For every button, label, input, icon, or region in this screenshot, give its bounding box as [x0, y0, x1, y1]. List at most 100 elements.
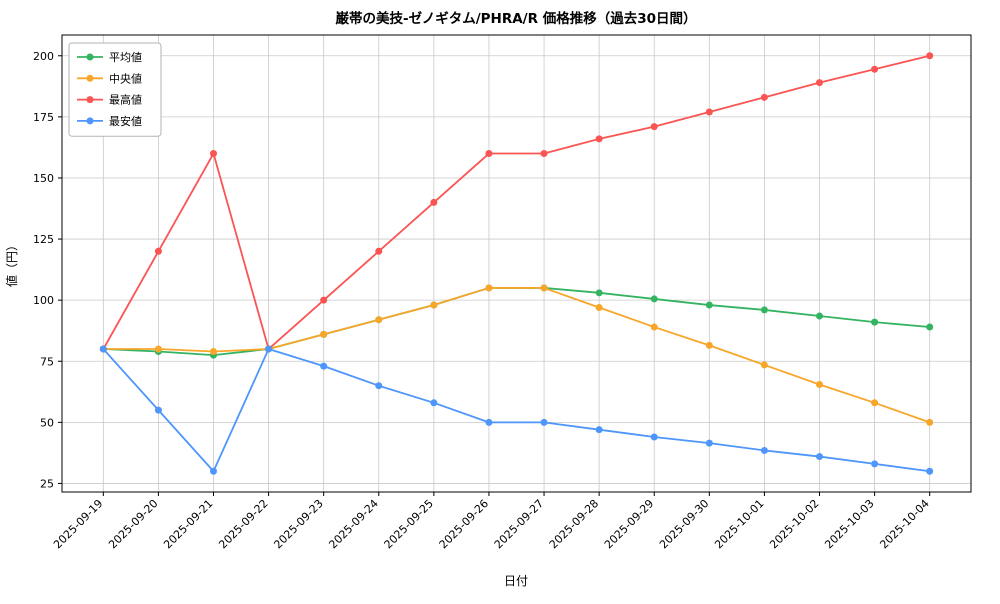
- x-tick-label: 2025-10-03: [822, 497, 876, 551]
- legend-item: 平均値: [77, 51, 142, 64]
- legend-label: 中央値: [109, 72, 142, 85]
- series-marker: [926, 52, 934, 60]
- series-0: [99, 284, 934, 359]
- x-tick-label: 2025-10-04: [877, 497, 931, 551]
- series-marker: [540, 284, 548, 292]
- series-marker: [375, 247, 383, 255]
- series-marker: [760, 446, 768, 454]
- series-marker: [375, 316, 383, 324]
- series-marker: [650, 295, 658, 303]
- series-marker: [485, 284, 493, 292]
- series-marker: [871, 460, 879, 468]
- y-tick-label: 125: [33, 233, 54, 246]
- x-axis-label: 日付: [504, 574, 528, 588]
- series-marker: [540, 150, 548, 158]
- legend-marker: [86, 53, 94, 61]
- plot-border: [61, 34, 972, 493]
- x-tick-label: 2025-09-30: [657, 497, 711, 551]
- x-tick-label: 2025-09-21: [161, 497, 215, 551]
- series-1: [99, 284, 934, 426]
- series-marker: [430, 198, 438, 206]
- series-marker: [320, 330, 328, 338]
- series-marker: [760, 93, 768, 101]
- series-line: [102, 54, 930, 350]
- legend-box: [68, 42, 162, 137]
- x-tick-label: 2025-09-22: [216, 497, 270, 551]
- series-marker: [650, 123, 658, 131]
- series-marker: [871, 399, 879, 407]
- series-marker: [926, 418, 934, 426]
- series-marker: [430, 399, 438, 407]
- series-marker: [595, 426, 603, 434]
- series-marker: [760, 361, 768, 369]
- legend-marker: [86, 117, 94, 125]
- series-marker: [320, 362, 328, 370]
- legend-label: 最安値: [109, 114, 142, 128]
- y-tick-label: 25: [40, 477, 54, 490]
- series-marker: [871, 318, 879, 326]
- grid: [62, 35, 971, 492]
- series-marker: [154, 406, 162, 414]
- x-tick-label: 2025-10-01: [712, 497, 766, 551]
- series-line: [102, 348, 930, 473]
- series-marker: [595, 135, 603, 143]
- legend-item: 最高値: [77, 93, 142, 107]
- x-tick-label: 2025-09-23: [271, 497, 325, 551]
- series-marker: [816, 453, 823, 461]
- series-marker: [705, 341, 713, 349]
- series-marker: [705, 439, 713, 447]
- series-marker: [375, 382, 383, 390]
- x-tick-label: 2025-09-19: [51, 497, 105, 551]
- series-marker: [650, 323, 658, 331]
- y-tick-label: 100: [33, 294, 54, 307]
- x-tick-label: 2025-09-20: [106, 497, 160, 551]
- series-marker: [485, 418, 493, 426]
- legend-marker: [86, 96, 94, 104]
- x-tick-labels: 2025-09-19 2025-09-20 2025-09-21 2025-09-22…: [51, 497, 932, 551]
- legend-label: 最高値: [109, 93, 142, 107]
- series-marker: [705, 108, 713, 116]
- series-marker: [210, 347, 217, 355]
- series-line: [103, 287, 930, 424]
- series-marker: [871, 65, 879, 73]
- series-3: [99, 345, 934, 475]
- series-marker: [320, 296, 328, 304]
- y-tick-label: 75: [40, 355, 54, 368]
- x-tick-label: 2025-09-28: [547, 497, 601, 551]
- series-marker: [816, 312, 823, 320]
- series-2: [99, 52, 934, 353]
- series-marker: [485, 150, 493, 158]
- y-tick-label: 175: [33, 111, 54, 124]
- axis-ticks: [58, 55, 931, 496]
- series-marker: [154, 345, 162, 353]
- series-marker: [595, 303, 603, 311]
- chart-title: 巌帯の美技-ゼノギタム/PHRA/R 価格推移（過去30日間）: [336, 10, 697, 27]
- series-marker: [540, 418, 548, 426]
- series-marker: [816, 380, 823, 388]
- series-marker: [99, 345, 107, 353]
- y-axis-label: 値（円）: [4, 239, 19, 287]
- x-tick-label: 2025-09-29: [602, 497, 656, 551]
- series-marker: [154, 247, 162, 255]
- y-tick-labels: 25 50 75 100 125 150 175 200: [33, 50, 54, 491]
- x-tick-label: 2025-09-24: [326, 497, 380, 551]
- legend-item: 中央値: [77, 72, 142, 85]
- legend-marker: [86, 74, 94, 82]
- series-marker: [210, 150, 217, 158]
- x-tick-label: 2025-09-25: [382, 497, 436, 551]
- y-tick-label: 50: [40, 416, 54, 429]
- legend-label: 平均値: [109, 51, 142, 64]
- x-tick-label: 2025-09-26: [437, 497, 491, 551]
- series-marker: [430, 301, 438, 309]
- series-marker: [265, 345, 273, 353]
- series-marker: [705, 301, 713, 309]
- series-marker: [210, 467, 217, 475]
- x-tick-label: 2025-09-27: [492, 497, 546, 551]
- series-line: [103, 287, 930, 357]
- series-marker: [650, 433, 658, 441]
- series-marker: [760, 306, 768, 314]
